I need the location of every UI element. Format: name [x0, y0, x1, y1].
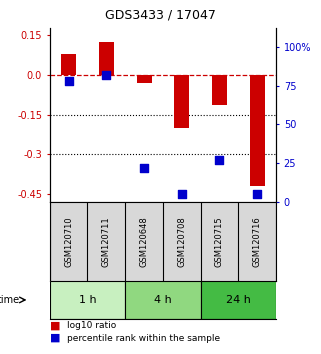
Bar: [212, 75, 227, 105]
Point: [217, 157, 222, 163]
Text: ■: ■: [50, 321, 60, 331]
Point: [179, 192, 184, 197]
Text: GSM120708: GSM120708: [177, 216, 186, 267]
Point: [104, 72, 109, 78]
Text: GSM120715: GSM120715: [215, 216, 224, 267]
Text: GSM120711: GSM120711: [102, 216, 111, 267]
Text: GDS3433 / 17047: GDS3433 / 17047: [105, 9, 216, 22]
Text: 1 h: 1 h: [79, 295, 96, 305]
Bar: [174, 75, 189, 128]
Text: 4 h: 4 h: [154, 295, 172, 305]
Text: ■: ■: [50, 333, 60, 343]
Bar: [99, 41, 114, 75]
Text: GSM120716: GSM120716: [253, 216, 262, 267]
Point: [255, 192, 260, 197]
Bar: [125, 281, 201, 319]
Text: percentile rank within the sample: percentile rank within the sample: [67, 333, 221, 343]
Text: time: time: [0, 295, 20, 305]
Text: GSM120648: GSM120648: [140, 216, 149, 267]
Point: [142, 165, 147, 171]
Bar: [61, 53, 76, 75]
Bar: [136, 75, 152, 83]
Point: [66, 78, 71, 84]
Text: GSM120710: GSM120710: [64, 216, 73, 267]
Text: log10 ratio: log10 ratio: [67, 321, 117, 330]
Bar: [250, 75, 265, 186]
Bar: [50, 281, 125, 319]
Bar: [201, 281, 276, 319]
Text: 24 h: 24 h: [226, 295, 251, 305]
